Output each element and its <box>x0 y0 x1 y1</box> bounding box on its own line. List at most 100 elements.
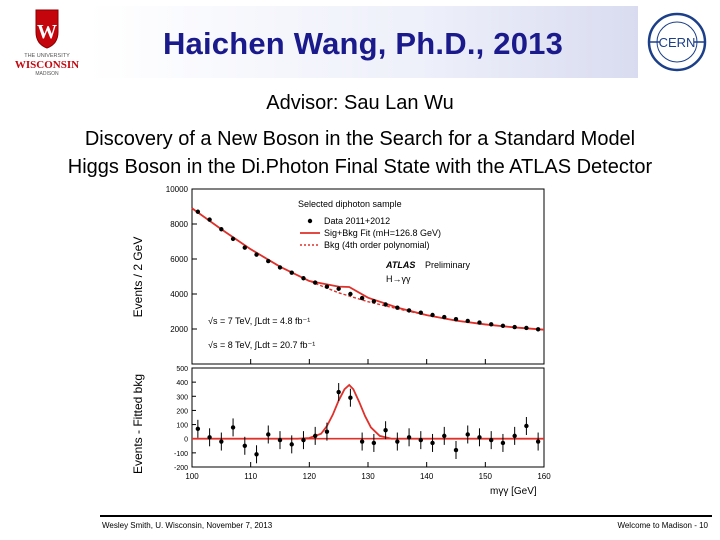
preliminary-label: Preliminary <box>425 260 471 270</box>
residual-data-point <box>277 437 283 443</box>
top-data-point <box>524 325 529 331</box>
residual-data-point <box>477 435 482 440</box>
residual-data-point <box>266 432 271 437</box>
bottom-ytick-label: 500 <box>176 366 188 373</box>
top-data-point <box>359 295 365 301</box>
top-data-point <box>442 314 447 320</box>
bottom-ytick-label: 400 <box>176 380 188 387</box>
residual-data-point <box>406 435 412 440</box>
footer-left: Wesley Smith, U. Wisconsin, November 7, … <box>102 521 273 530</box>
bottom-ytick-label: 100 <box>176 423 188 430</box>
bottom-axes: 100 110 120 130 140 150 160 -200 -100 0 100 200 300 4… <box>174 366 551 481</box>
residual-data-point <box>524 423 529 429</box>
residual-data-point <box>371 440 377 446</box>
top-data-point <box>195 209 201 214</box>
top-data-point <box>324 284 330 289</box>
slide-title: Haichen Wang, Ph.D., 2013 <box>162 26 564 61</box>
residual-data-point <box>418 437 423 443</box>
residual-data-point <box>324 429 330 434</box>
residual-data-point <box>500 440 506 446</box>
footer-right: Welcome to Madison - 10 <box>617 521 708 530</box>
bottom-ytick-label: 200 <box>176 408 188 415</box>
legend-sig: Sig+Bkg Fit (mH=126.8 GeV) <box>324 228 441 238</box>
top-data-point <box>301 276 306 281</box>
residual-data-point <box>195 426 201 432</box>
bottom-ylabel: Events - Fitted bkg <box>131 374 145 474</box>
lumi-7tev: √s = 7 TeV, ∫Ldt = 4.8 fb⁻¹ <box>208 316 310 326</box>
top-data-point <box>207 217 212 222</box>
thesis-line-2: Higgs Boson in the Di.Photon Final State… <box>67 156 653 178</box>
atlas-label: ATLAS <box>385 260 415 270</box>
residual-data-point <box>535 439 541 444</box>
bottom-ytick-label: 300 <box>176 394 188 401</box>
uw-line3: MADISON <box>35 71 59 77</box>
chart-title: Selected diphoton sample <box>298 199 402 209</box>
top-ytick-label: 2000 <box>170 325 188 334</box>
residual-data-point <box>301 437 306 443</box>
uw-crest-icon <box>35 9 59 49</box>
bottom-ytick-label: -100 <box>174 451 188 458</box>
top-data-point <box>453 317 459 322</box>
residual-data-point <box>512 433 517 439</box>
thesis-title: Discovery of a New Boson in the Search f… <box>0 125 720 181</box>
advisor-line: Advisor: Sau Lan Wu <box>266 92 454 114</box>
bottom-ytick-label: 0 <box>184 437 188 444</box>
top-plot-area <box>191 207 545 332</box>
legend-bkg: Bkg (4th order polynomial) <box>324 240 430 250</box>
cern-logo: CERN <box>647 12 707 72</box>
residual-data-point <box>489 437 494 443</box>
top-data-point <box>254 252 259 257</box>
residual-data-point <box>453 447 459 453</box>
top-data-point <box>477 320 482 325</box>
xtick-label: 110 <box>244 472 257 481</box>
residual-data-point <box>395 439 400 444</box>
xtick-label: 120 <box>303 472 317 481</box>
bottom-ytick-label: -200 <box>174 465 188 472</box>
bkg-fit-curve <box>191 207 545 331</box>
residual-data-point <box>219 439 224 444</box>
residual-data-point <box>336 389 341 395</box>
residual-data-point <box>348 395 353 400</box>
top-data-point <box>465 318 470 324</box>
residual-data-point <box>242 443 247 448</box>
top-data-point <box>313 280 318 285</box>
top-data-point <box>219 227 224 232</box>
residual-data-point <box>230 425 236 430</box>
residual-data-point <box>313 433 318 439</box>
top-ytick-label: 6000 <box>170 255 188 264</box>
cern-text: CERN <box>659 35 696 50</box>
top-ytick-label: 10000 <box>166 185 189 194</box>
top-data-point <box>512 324 517 330</box>
channel-label: H→γγ <box>386 274 411 284</box>
top-data-point <box>418 310 423 315</box>
residual-data-point <box>289 442 294 447</box>
xtick-label: 150 <box>479 472 493 481</box>
top-data-point <box>535 327 541 332</box>
sig-bkg-fit-curve <box>191 207 545 331</box>
uw-line1: THE UNIVERSITY <box>24 53 70 59</box>
top-data-point <box>230 236 236 242</box>
top-data-point <box>289 270 294 275</box>
residual-data-point <box>254 452 259 457</box>
top-axes: 2000 4000 6000 8000 10000 <box>166 185 545 364</box>
top-data-point <box>371 299 377 304</box>
top-data-point <box>277 265 283 270</box>
top-data-point <box>383 302 388 307</box>
header-band <box>88 6 638 78</box>
uw-line2: WISCONSIN <box>15 59 79 71</box>
residual-fit-curve <box>192 383 544 440</box>
svg-text:W: W <box>37 21 57 43</box>
top-ylabel: Events / 2 GeV <box>131 237 145 318</box>
legend-data: Data 2011+2012 <box>324 216 390 226</box>
legend-data-marker <box>307 218 313 224</box>
xtick-label: 130 <box>361 472 375 481</box>
top-data-point <box>348 291 353 297</box>
top-ytick-label: 4000 <box>170 290 188 299</box>
xlabel: mγγ [GeV] <box>490 486 537 497</box>
xtick-label: 140 <box>420 472 434 481</box>
xtick-label: 160 <box>537 472 551 481</box>
thesis-line-1: Discovery of a New Boson in the Search f… <box>84 128 636 150</box>
top-data-point <box>242 245 247 250</box>
top-data-point <box>266 258 271 264</box>
